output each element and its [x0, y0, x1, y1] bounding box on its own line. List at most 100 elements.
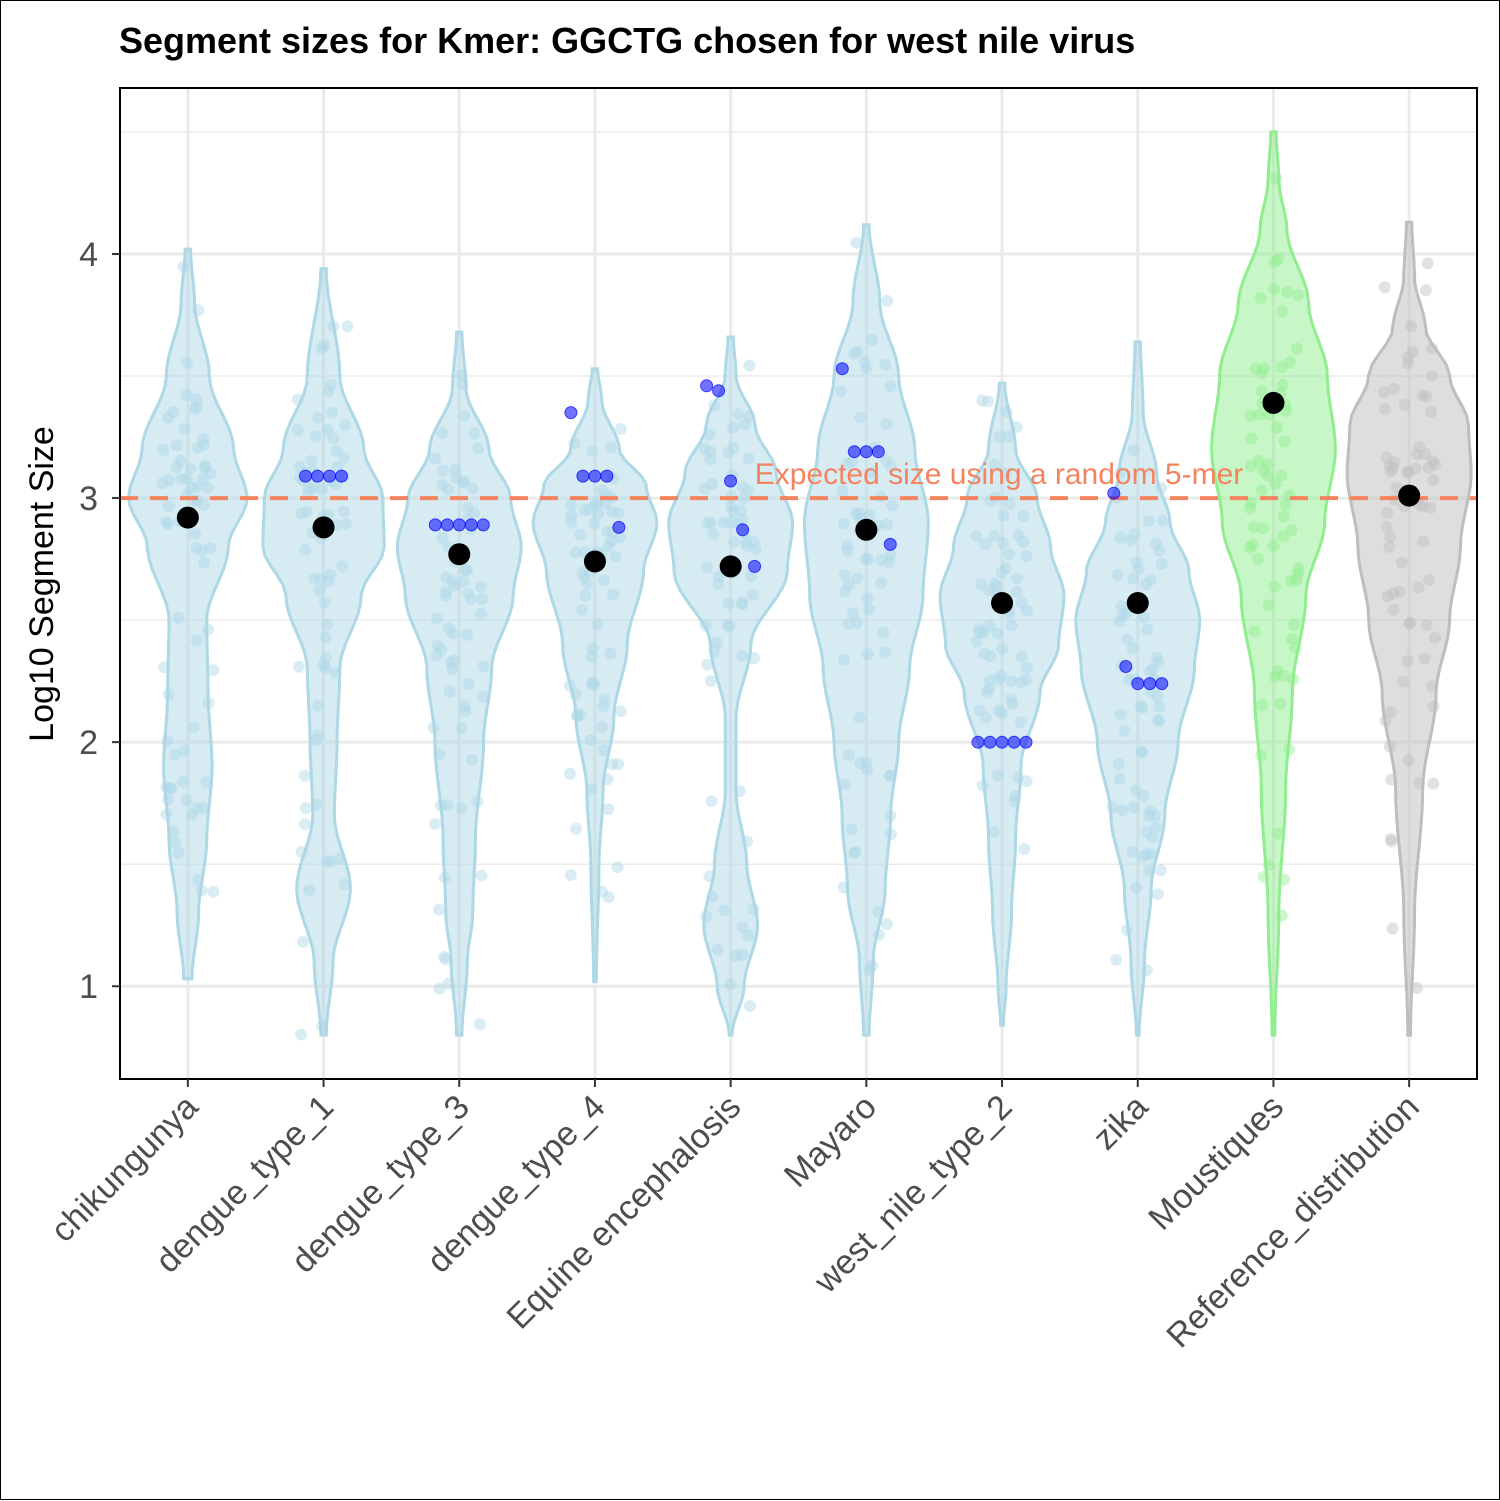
- jitter-point: [733, 785, 746, 798]
- jitter-point: [1144, 665, 1157, 678]
- jitter-point: [706, 477, 719, 490]
- jitter-point: [1146, 831, 1159, 844]
- jitter-point: [736, 948, 749, 961]
- mean-point-equine-encephalosis: [719, 555, 742, 578]
- jitter-point: [446, 627, 459, 640]
- jitter-point: [877, 626, 890, 639]
- jitter-point: [314, 572, 327, 585]
- jitter-point: [705, 675, 717, 687]
- jitter-point: [299, 802, 312, 815]
- jitter-point: [743, 359, 756, 372]
- highlight-point: [995, 735, 1009, 749]
- jitter-point: [1416, 500, 1429, 513]
- jitter-point: [324, 378, 337, 391]
- jitter-point: [181, 472, 194, 485]
- jitter-point: [160, 808, 173, 821]
- highlight-point: [299, 469, 312, 483]
- jitter-point: [1426, 342, 1438, 355]
- jitter-point: [604, 647, 617, 660]
- jitter-point: [313, 584, 326, 597]
- highlight-point: [1155, 677, 1169, 691]
- jitter-point: [198, 461, 211, 474]
- jitter-point: [310, 734, 323, 747]
- jitter-point: [1148, 809, 1161, 822]
- jitter-point: [605, 505, 618, 518]
- jitter-point: [1379, 714, 1392, 727]
- jitter-point: [736, 598, 748, 611]
- jitter-point: [977, 626, 990, 639]
- jitter-point: [712, 578, 725, 591]
- jitter-point: [295, 507, 308, 520]
- jitter-point: [1118, 724, 1131, 737]
- jitter-point: [455, 722, 468, 735]
- mean-point-mayaro: [855, 518, 878, 541]
- jitter-point: [1420, 390, 1433, 403]
- jitter-point: [737, 492, 750, 505]
- jitter-point: [1395, 556, 1408, 569]
- jitter-point: [1276, 379, 1289, 391]
- jitter-point: [1124, 534, 1137, 547]
- jitter-point: [1429, 458, 1442, 471]
- jitter-point: [1268, 283, 1281, 296]
- jitter-point: [1422, 461, 1435, 474]
- jitter-point: [1253, 408, 1266, 421]
- jitter-point: [1010, 421, 1023, 433]
- jitter-point: [300, 505, 313, 518]
- jitter-point: [586, 678, 599, 691]
- jitter-point: [1261, 458, 1274, 471]
- jitter-point: [160, 780, 173, 793]
- jitter-point: [474, 580, 487, 593]
- jitter-point: [1134, 699, 1147, 712]
- jitter-point: [204, 542, 217, 554]
- jitter-point: [190, 634, 203, 647]
- jitter-point: [1385, 773, 1398, 786]
- jitter-point: [1387, 461, 1400, 474]
- jitter-point: [162, 688, 175, 701]
- jitter-point: [846, 455, 859, 468]
- jitter-point: [177, 260, 190, 273]
- jitter-point: [440, 571, 453, 584]
- jitter-point: [1275, 361, 1288, 374]
- jitter-point: [459, 705, 472, 718]
- jitter-point: [607, 588, 620, 601]
- jitter-point: [703, 428, 716, 441]
- jitter-point: [1378, 386, 1391, 399]
- jitter-point: [698, 482, 711, 495]
- jitter-point: [970, 530, 983, 543]
- jitter-point: [863, 508, 876, 521]
- x-tick-label-equine-encephalosis: Equine encephalosis: [500, 1088, 749, 1337]
- jitter-point: [872, 928, 885, 941]
- jitter-point: [1387, 603, 1400, 616]
- jitter-point: [1135, 745, 1148, 758]
- jitter-point: [1009, 790, 1022, 803]
- jitter-point: [190, 400, 203, 413]
- jitter-point: [1126, 846, 1139, 859]
- jitter-point: [1394, 585, 1407, 598]
- jitter-point: [448, 654, 461, 667]
- jitter-point: [466, 482, 479, 495]
- jitter-point: [863, 963, 876, 976]
- jitter-point: [1143, 865, 1156, 877]
- jitter-point: [746, 588, 759, 601]
- jitter-point: [1015, 596, 1028, 609]
- jitter-point: [157, 444, 170, 456]
- jitter-point: [1286, 632, 1298, 645]
- jitter-point: [565, 516, 577, 529]
- jitter-point: [1005, 675, 1018, 687]
- jitter-point: [164, 782, 177, 795]
- jitter-point: [1401, 357, 1414, 370]
- jitter-point: [853, 711, 866, 724]
- jitter-point: [178, 423, 191, 435]
- jitter-point: [324, 568, 337, 581]
- jitter-point: [865, 466, 878, 479]
- jitter-point: [1152, 656, 1165, 669]
- jitter-point: [1144, 573, 1157, 586]
- jitter-point: [1378, 281, 1391, 294]
- jitter-point: [1427, 777, 1440, 790]
- jitter-point: [449, 463, 462, 476]
- jitter-point: [730, 949, 742, 962]
- jitter-point: [838, 568, 851, 581]
- jitter-point: [324, 855, 337, 868]
- mean-point-dengue-type-1: [312, 516, 335, 539]
- jitter-point: [563, 679, 576, 692]
